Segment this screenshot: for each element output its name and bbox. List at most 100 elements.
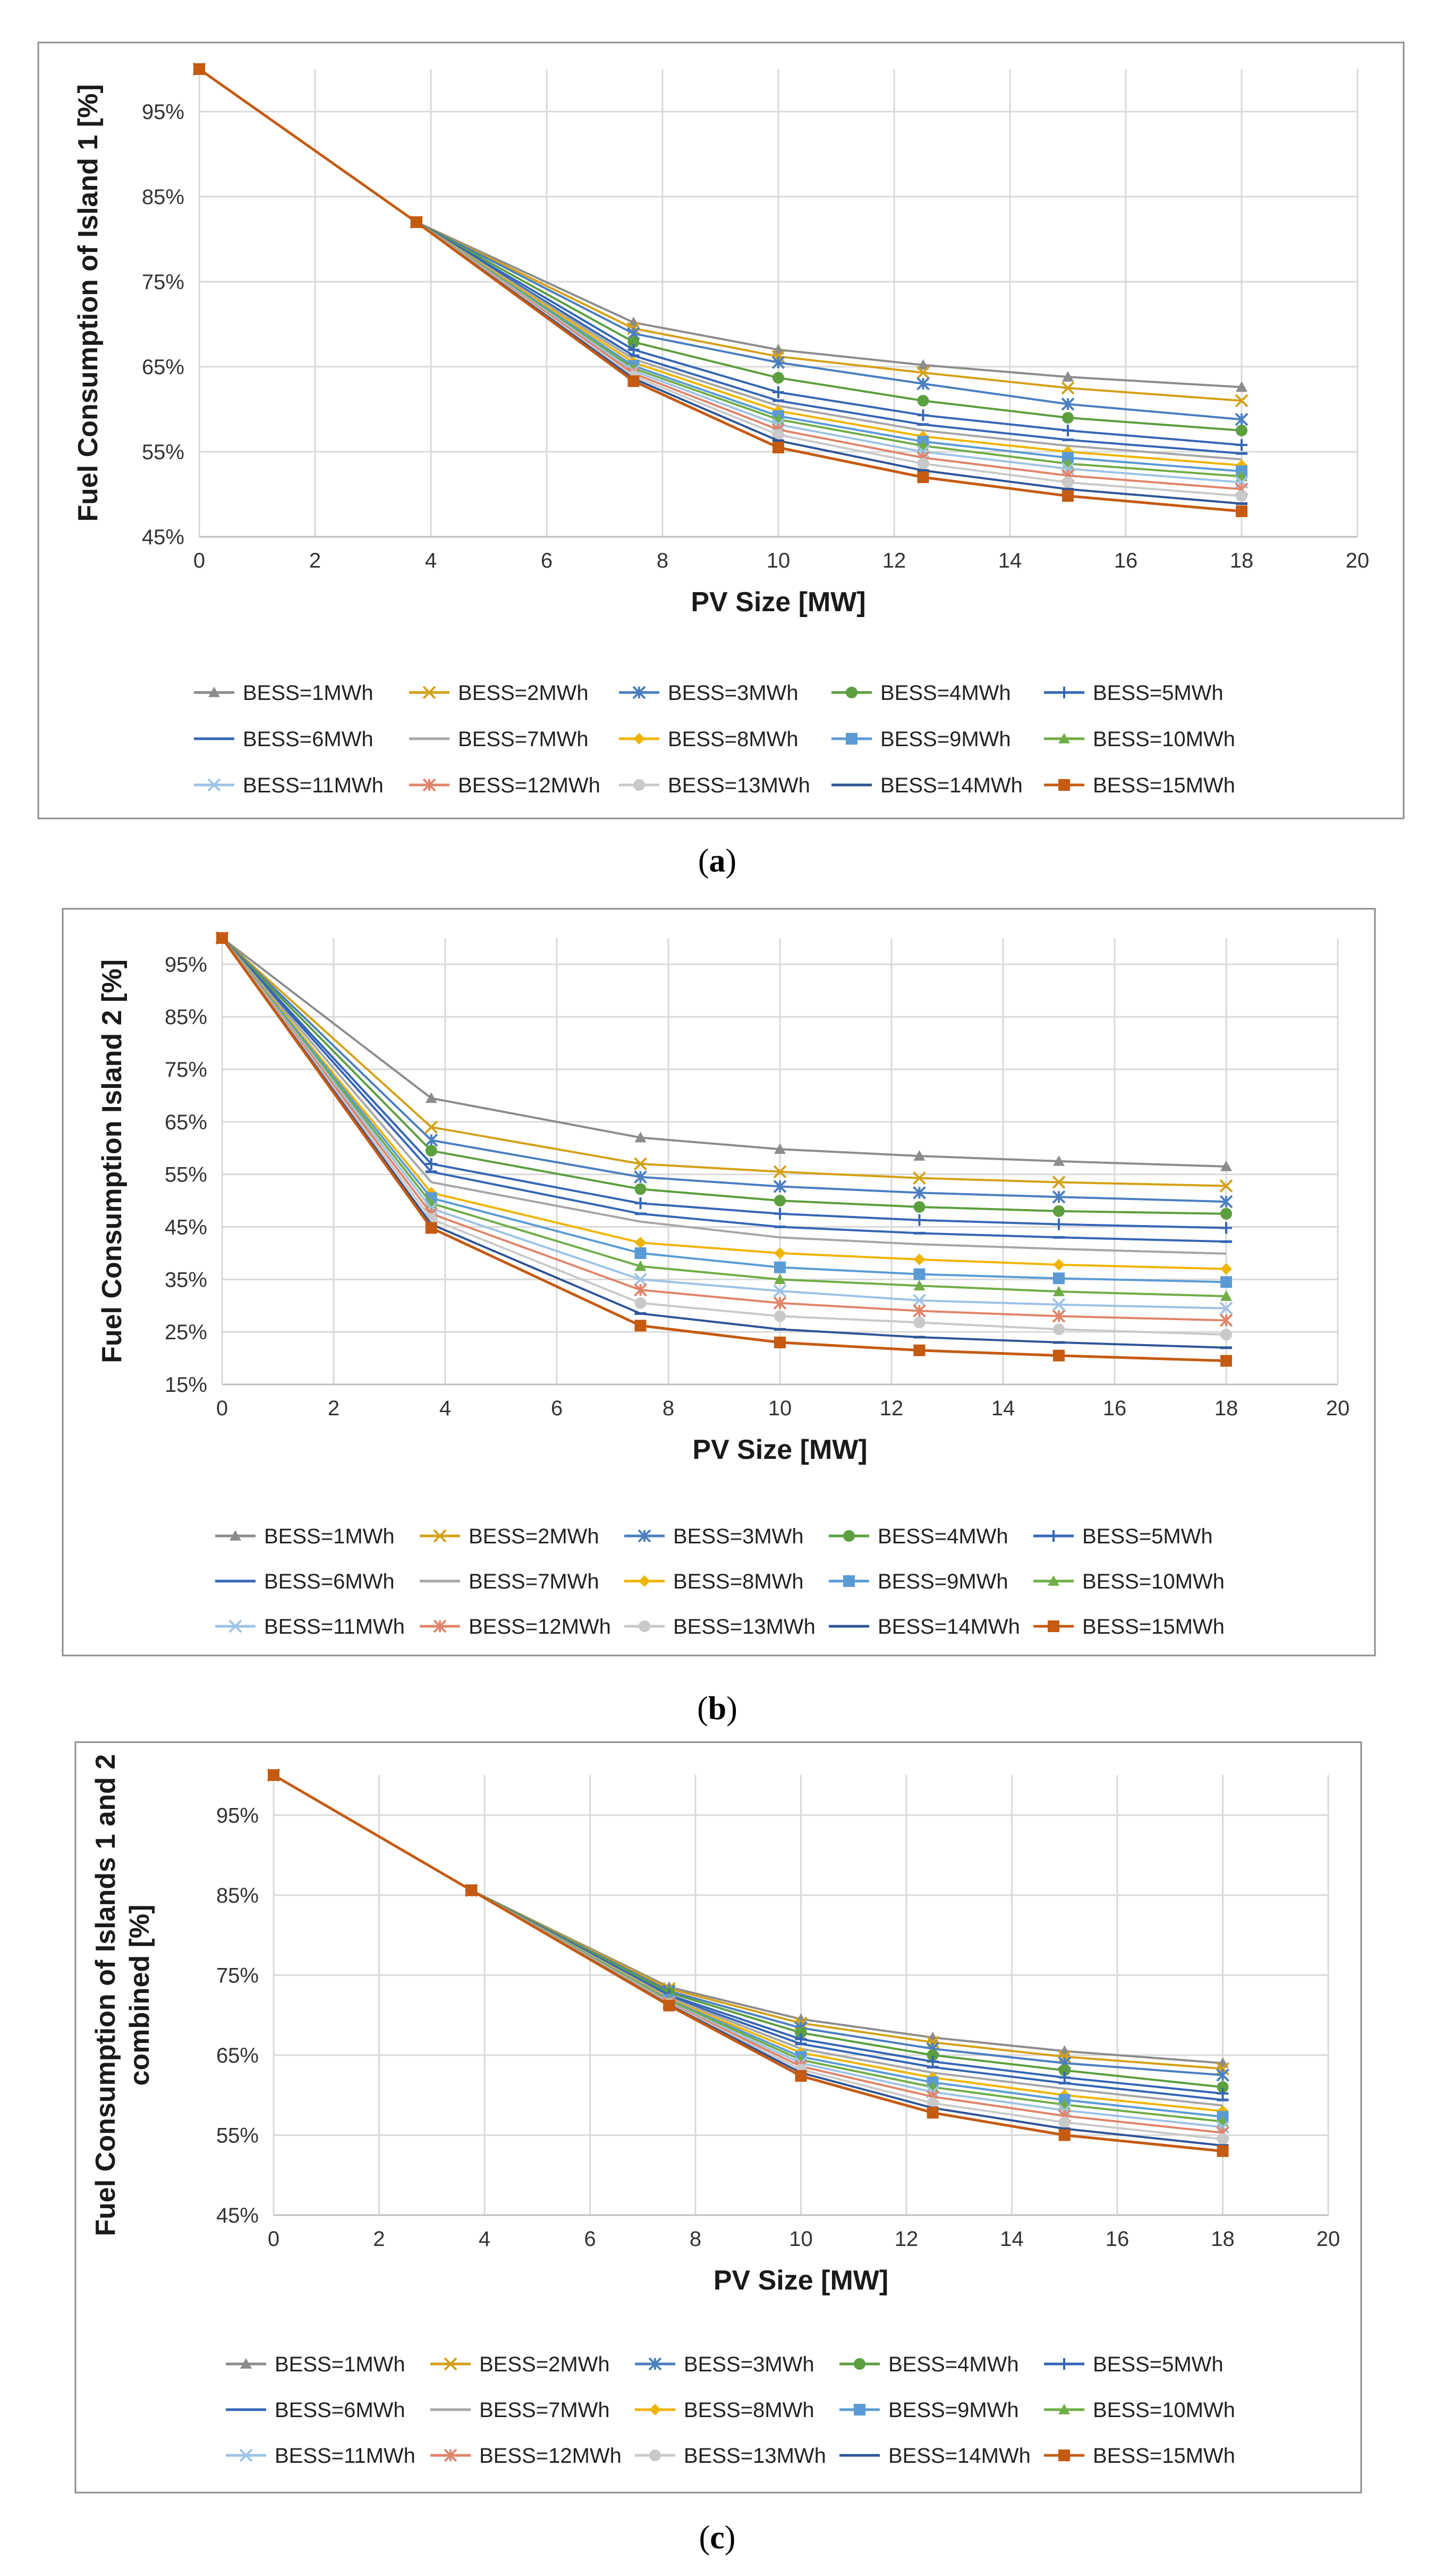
legend-label: BESS=5MWh — [1093, 681, 1224, 705]
data-point-marker — [634, 1170, 647, 1184]
y-tick-label: 65% — [165, 1111, 207, 1134]
data-point-marker — [634, 1197, 647, 1210]
panel-caption: (c) — [699, 2520, 736, 2556]
legend-item: BESS=14MWh — [831, 774, 1023, 797]
legend-label: BESS=13MWh — [673, 1615, 816, 1638]
data-point-marker — [1236, 490, 1247, 502]
legend-label: BESS=4MWh — [878, 1525, 1008, 1548]
data-point-marker — [913, 1214, 925, 1226]
legend-item: BESS=3MWh — [635, 2353, 814, 2376]
data-point-marker — [268, 1769, 279, 1781]
legend-label: BESS=15MWh — [1093, 2444, 1235, 2468]
data-point-marker — [1236, 425, 1247, 436]
data-point-marker — [634, 1157, 647, 1171]
data-point-marker — [1058, 2450, 1070, 2461]
series-line — [221, 937, 1227, 1255]
y-axis-title: combined [%] — [124, 1905, 155, 2086]
x-tick-label: 8 — [663, 1397, 674, 1420]
legend-label: BESS=10MWh — [1093, 728, 1235, 751]
data-point-marker — [1053, 1323, 1065, 1336]
legend-label: BESS=12MWh — [479, 2444, 622, 2468]
caption-close-paren: ) — [725, 2520, 736, 2556]
data-point-marker — [843, 1530, 855, 1542]
data-point-marker — [465, 1884, 478, 1896]
data-point-marker — [772, 344, 784, 354]
x-tick-label: 4 — [479, 2227, 490, 2251]
legend-item: BESS=9MWh — [839, 2398, 1019, 2422]
legend-label: BESS=3MWh — [684, 2353, 814, 2376]
data-point-marker — [1053, 1286, 1065, 1296]
x-tick-label: 20 — [1346, 549, 1370, 572]
data-point-marker — [1053, 1155, 1065, 1166]
legend-label: BESS=3MWh — [673, 1525, 804, 1548]
series-bess-7mwh — [221, 937, 1227, 1255]
x-tick-label: 6 — [551, 1397, 563, 1420]
data-point-marker — [1219, 1179, 1233, 1193]
data-point-marker — [772, 442, 784, 453]
x-axis-title: PV Size [MW] — [691, 587, 865, 618]
data-point-marker — [1219, 1302, 1233, 1315]
data-point-marker — [913, 1186, 926, 1200]
data-point-marker — [425, 1222, 437, 1234]
data-point-marker — [216, 932, 228, 944]
y-tick-label: 45% — [165, 1216, 207, 1239]
data-point-marker — [1058, 2064, 1071, 2076]
legend-label: BESS=15MWh — [1082, 1615, 1225, 1638]
data-point-marker — [913, 1304, 926, 1318]
data-point-marker — [772, 429, 784, 441]
data-point-marker — [913, 1253, 925, 1265]
data-point-marker — [1220, 1160, 1232, 1171]
chart-panel-b: 0 2 4 6 8 10 12 14 16 18 20 15% 25% 35% 45% 55% 65% 75% 85… — [62, 908, 1376, 1727]
caption-letter: b — [708, 1691, 726, 1727]
legend-item: BESS=14MWh — [839, 2444, 1031, 2468]
data-point-marker — [639, 1575, 650, 1587]
y-tick-label: 15% — [165, 1373, 207, 1397]
data-point-marker — [773, 1165, 787, 1179]
y-tick-label: 55% — [216, 2124, 259, 2147]
legend-item: BESS=6MWh — [215, 1570, 395, 1593]
legend-label: BESS=8MWh — [684, 2398, 814, 2422]
data-point-marker — [1053, 1272, 1065, 1285]
series-bess-4mwh — [216, 932, 1232, 1220]
panel-caption: (a) — [698, 843, 736, 879]
legend: BESS=1MWh BESS=2MWh BESS=3MWh BESS=4MWh BESS… — [226, 2353, 1235, 2468]
data-point-marker — [774, 1273, 786, 1285]
legend-item: BESS=12MWh — [420, 1615, 611, 1638]
data-point-marker — [649, 2404, 661, 2415]
legend-label: BESS=14MWh — [888, 2444, 1031, 2468]
data-point-marker — [649, 2450, 661, 2461]
legend-item: BESS=11MWh — [226, 2444, 415, 2468]
legend-item: BESS=12MWh — [409, 774, 600, 797]
y-tick-label: 55% — [165, 1163, 207, 1187]
legend-item: BESS=3MWh — [624, 1525, 804, 1548]
data-point-marker — [1236, 505, 1247, 517]
data-point-marker — [1062, 412, 1074, 424]
data-point-marker — [1058, 687, 1070, 698]
data-point-marker — [917, 471, 929, 483]
data-point-marker — [228, 1619, 242, 1633]
series-bess-15mwh — [216, 932, 1232, 1367]
data-point-marker — [795, 2026, 807, 2039]
data-point-marker — [634, 1183, 647, 1195]
legend-item: BESS=10MWh — [1033, 1570, 1225, 1593]
data-point-marker — [1217, 2133, 1229, 2145]
data-point-marker — [633, 779, 645, 791]
data-point-marker — [917, 458, 929, 470]
y-tick-label: 95% — [142, 100, 184, 124]
legend-item: BESS=5MWh — [1044, 2353, 1224, 2376]
x-tick-label: 8 — [657, 549, 668, 572]
y-tick-label: 35% — [165, 1268, 207, 1291]
x-tick-label: 2 — [373, 2227, 385, 2251]
legend-label: BESS=6MWh — [243, 728, 373, 751]
data-point-marker — [771, 350, 785, 364]
legend-label: BESS=7MWh — [479, 2398, 610, 2422]
data-point-marker — [1220, 1222, 1232, 1234]
data-point-marker — [634, 1283, 647, 1297]
x-tick-label: 16 — [1103, 1397, 1127, 1420]
legend-label: BESS=7MWh — [458, 728, 589, 751]
data-point-marker — [639, 1620, 650, 1632]
data-point-marker — [774, 1207, 786, 1220]
data-point-marker — [913, 1150, 925, 1161]
data-point-marker — [239, 2448, 253, 2462]
data-point-marker — [854, 2358, 865, 2370]
